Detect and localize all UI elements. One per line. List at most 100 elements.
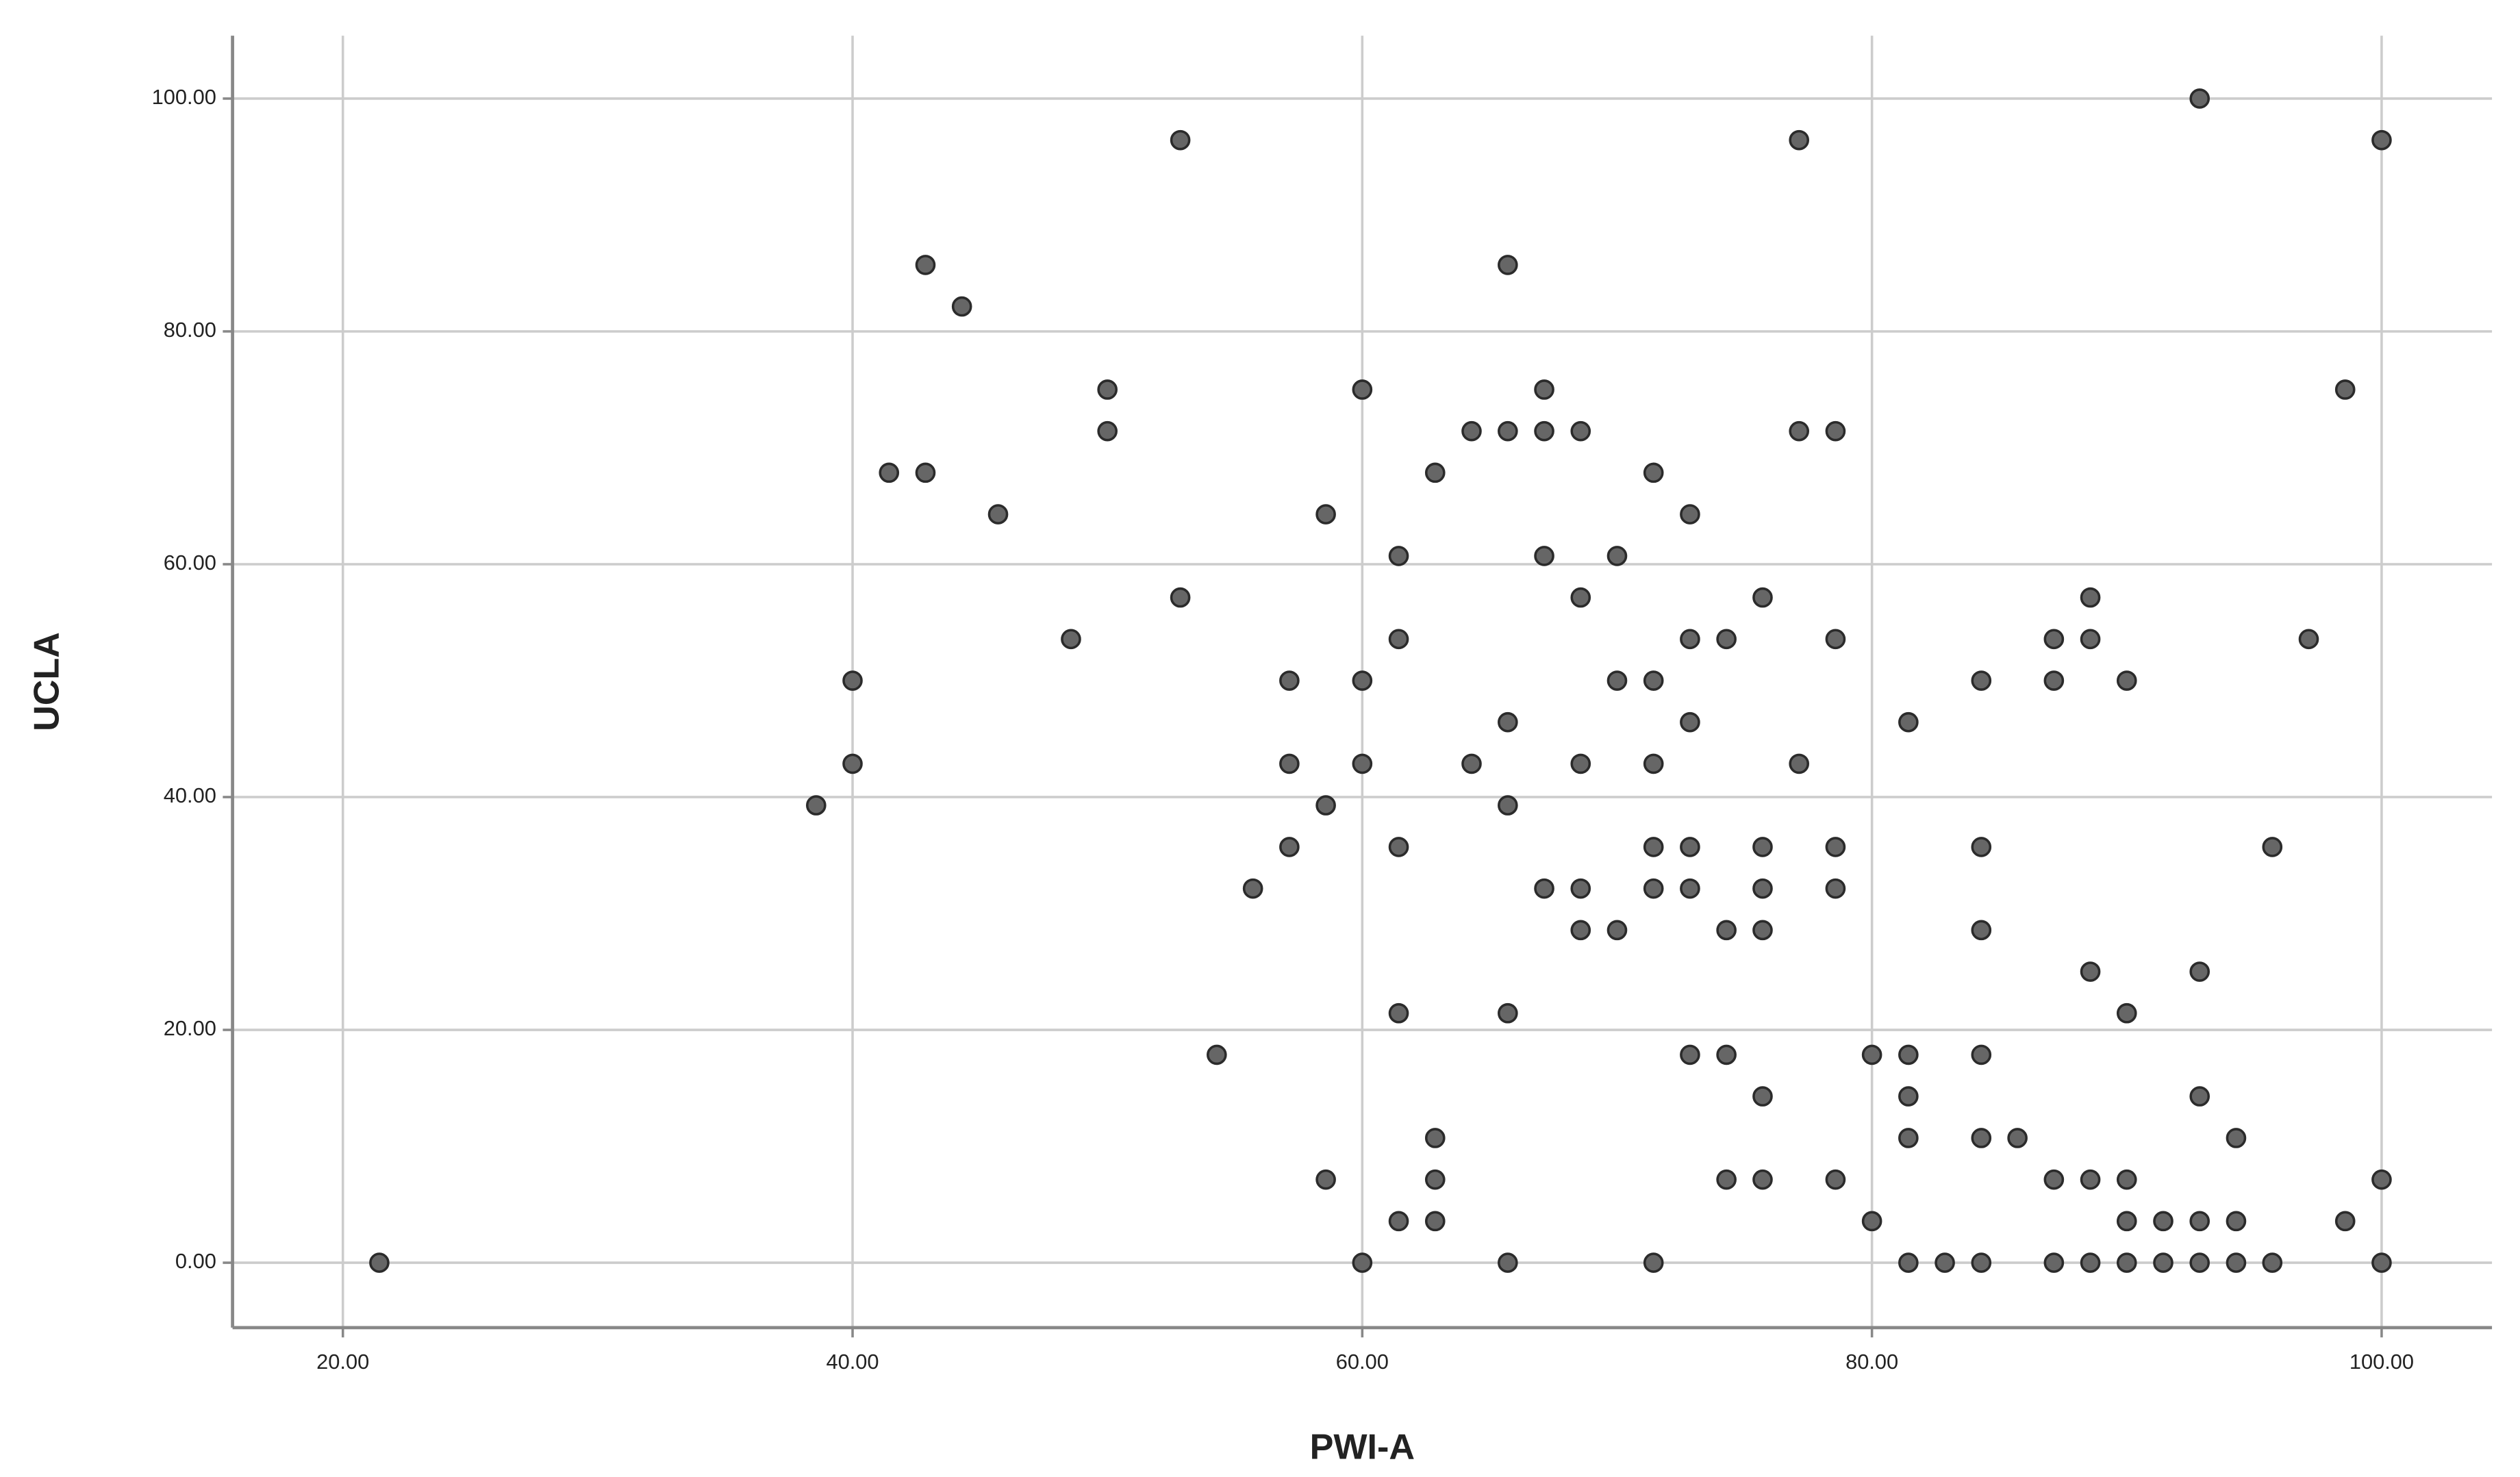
- point: [2189, 961, 2210, 982]
- point: [1680, 629, 1700, 650]
- point: [1170, 129, 1191, 151]
- point: [987, 504, 1009, 525]
- y-tick-label: 100.00: [152, 85, 216, 109]
- point: [1789, 420, 1810, 442]
- point: [1388, 629, 1409, 650]
- point: [1971, 1044, 1992, 1065]
- point: [1606, 546, 1628, 566]
- point: [2371, 1169, 2392, 1190]
- point: [2371, 129, 2392, 151]
- point: [1752, 1086, 1773, 1107]
- point: [1279, 837, 1300, 857]
- point: [1207, 1044, 1227, 1065]
- point: [2153, 1211, 2174, 1232]
- point: [2116, 1252, 2137, 1273]
- point: [2116, 1002, 2137, 1024]
- point: [1606, 670, 1628, 691]
- point: [2334, 1211, 2356, 1232]
- point: [1898, 1044, 1919, 1065]
- point: [1971, 920, 1992, 941]
- point: [1643, 753, 1664, 774]
- point: [2080, 1252, 2101, 1273]
- point: [1534, 379, 1554, 400]
- point: [1643, 837, 1664, 857]
- point: [1716, 1169, 1737, 1190]
- point: [1352, 753, 1373, 774]
- point: [1752, 878, 1773, 899]
- point: [2043, 1169, 2065, 1190]
- point: [879, 462, 900, 483]
- point: [2262, 1252, 2283, 1273]
- point: [1242, 878, 1263, 899]
- point: [1643, 1252, 1664, 1273]
- x-tick-label: 100.00: [2349, 1350, 2414, 1374]
- point: [2080, 1169, 2101, 1190]
- point: [1789, 753, 1810, 774]
- x-tick-label: 20.00: [316, 1350, 369, 1374]
- point: [1789, 129, 1810, 151]
- point: [1971, 670, 1992, 691]
- point: [1097, 420, 1118, 442]
- point: [1716, 920, 1737, 941]
- y-axis-title: UCLA: [27, 632, 66, 731]
- point: [1424, 1128, 1446, 1148]
- x-axis-title: PWI-A: [1310, 1427, 1415, 1467]
- point: [1279, 670, 1300, 691]
- point: [1534, 420, 1554, 442]
- point: [2226, 1252, 2247, 1273]
- point: [1825, 420, 1846, 442]
- point: [1352, 379, 1373, 400]
- point: [1861, 1211, 1882, 1232]
- point: [1898, 711, 1919, 733]
- point: [1315, 504, 1336, 525]
- x-tick-label: 80.00: [1845, 1350, 1898, 1374]
- point: [915, 255, 936, 275]
- point: [1680, 878, 1700, 899]
- point: [2153, 1252, 2174, 1273]
- point: [1388, 1211, 1409, 1232]
- point: [915, 462, 936, 483]
- point: [2371, 1252, 2392, 1273]
- point: [2080, 629, 2101, 650]
- point: [1061, 629, 1081, 650]
- point: [1680, 1044, 1700, 1065]
- y-tick-label: 40.00: [164, 783, 216, 807]
- point: [2116, 670, 2137, 691]
- point: [2043, 629, 2065, 650]
- point: [1752, 837, 1773, 857]
- point: [1097, 379, 1118, 400]
- x-tick-label: 40.00: [826, 1350, 879, 1374]
- point: [1388, 837, 1409, 857]
- point: [1498, 1252, 1518, 1273]
- point: [2262, 837, 2283, 857]
- point: [1315, 1169, 1336, 1190]
- point: [2298, 629, 2319, 650]
- point: [1461, 420, 1482, 442]
- point: [1498, 1002, 1518, 1024]
- point: [1570, 587, 1591, 608]
- point: [1752, 920, 1773, 941]
- point: [2116, 1211, 2137, 1232]
- point: [842, 670, 863, 691]
- point: [1424, 462, 1446, 483]
- point: [1570, 753, 1591, 774]
- point: [2189, 1086, 2210, 1107]
- point: [1898, 1252, 1919, 1273]
- x-tick-label: 60.00: [1336, 1350, 1389, 1374]
- point: [1971, 837, 1992, 857]
- point: [1498, 711, 1518, 733]
- y-tick-label: 0.00: [175, 1249, 216, 1273]
- point: [1461, 753, 1482, 774]
- point: [1606, 920, 1628, 941]
- point: [1352, 670, 1373, 691]
- point: [1680, 504, 1700, 525]
- point: [1716, 1044, 1737, 1065]
- point: [1825, 878, 1846, 899]
- point: [1935, 1252, 1955, 1273]
- point: [1498, 795, 1518, 816]
- point: [1716, 629, 1737, 650]
- point: [1388, 546, 1409, 566]
- point: [1643, 878, 1664, 899]
- point: [1898, 1128, 1919, 1148]
- point: [1534, 546, 1554, 566]
